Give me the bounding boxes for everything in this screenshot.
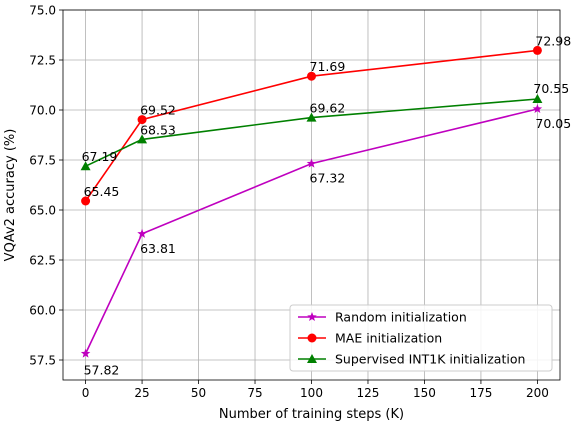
data-point: [137, 134, 148, 144]
data-point: [532, 104, 543, 114]
x-tick-label: 50: [191, 386, 206, 400]
series-line: [85, 98, 538, 167]
y-tick-label: 67.5: [29, 154, 56, 168]
data-label: 72.98: [535, 33, 571, 48]
data-label: 67.32: [310, 171, 346, 186]
y-axis-label: VQAv2 accuracy (%): [3, 129, 18, 262]
data-label: 63.81: [140, 241, 176, 256]
data-point: [307, 71, 316, 81]
legend-entry: MAE initialization: [298, 331, 442, 346]
data-point: [306, 112, 317, 122]
data-label: 69.62: [310, 101, 346, 116]
x-tick-label: 125: [357, 386, 380, 400]
y-tick-label: 65.0: [29, 204, 56, 218]
data-point: [532, 45, 542, 55]
y-tick-label: 60.0: [29, 304, 56, 318]
x-tick-label: 100: [300, 386, 323, 400]
x-tick-label: 200: [526, 386, 549, 400]
x-tick-label: 75: [247, 386, 262, 400]
data-point: [137, 115, 147, 125]
data-point: [306, 158, 317, 168]
data-label: 70.55: [533, 81, 569, 96]
legend-marker: [307, 333, 317, 343]
data-label: 69.52: [140, 103, 176, 118]
y-tick-label: 57.5: [29, 354, 56, 368]
data-label: 67.19: [82, 149, 118, 164]
data-label: 57.82: [84, 363, 120, 378]
legend-entry: Random initialization: [298, 310, 467, 325]
series-line: [84, 49, 538, 202]
legend: Random initialization MAE initialization S…: [289, 304, 553, 372]
series-supervised-int1k-initialization: [80, 94, 543, 171]
data-label: 70.05: [535, 116, 571, 131]
legend-box: [289, 304, 553, 372]
legend-marker: [307, 354, 317, 363]
y-tick-label: 75.0: [29, 4, 56, 18]
data-point: [532, 94, 543, 103]
legend-entry: Supervised INT1K initialization: [298, 352, 525, 367]
x-tick-label: 175: [469, 386, 492, 400]
series-mae-initialization: [81, 45, 542, 206]
data-point: [80, 348, 91, 358]
legend-marker: [307, 312, 317, 322]
x-tick-label: 150: [413, 386, 436, 400]
y-tick-label: 62.5: [29, 254, 56, 268]
ticks: 0 25 50 75 100 125 150 175 200 57.5 60.0 62.5 65.0 67…: [29, 4, 549, 401]
series-layer: [80, 45, 543, 358]
legend-label: Supervised INT1K initialization: [335, 352, 525, 367]
data-label: 65.45: [84, 184, 120, 199]
legend-label: Random initialization: [335, 310, 467, 325]
legend-label: MAE initialization: [335, 331, 442, 346]
x-tick-label: 0: [82, 386, 90, 400]
data-point: [80, 161, 91, 171]
y-tick-label: 72.5: [29, 54, 56, 68]
data-labels: 57.82 63.81 67.32 70.05 65.45 69.52 71.69 72.98…: [82, 33, 572, 377]
data-point: [81, 196, 91, 206]
series-random-initialization: [80, 104, 543, 358]
x-axis-label: Number of training steps (K): [219, 407, 404, 422]
data-label: 71.69: [310, 59, 346, 74]
y-tick-label: 70.0: [29, 104, 56, 118]
series-line: [84, 108, 538, 354]
data-label: 68.53: [140, 122, 176, 137]
data-point: [137, 228, 147, 238]
x-tick-label: 25: [134, 386, 149, 400]
